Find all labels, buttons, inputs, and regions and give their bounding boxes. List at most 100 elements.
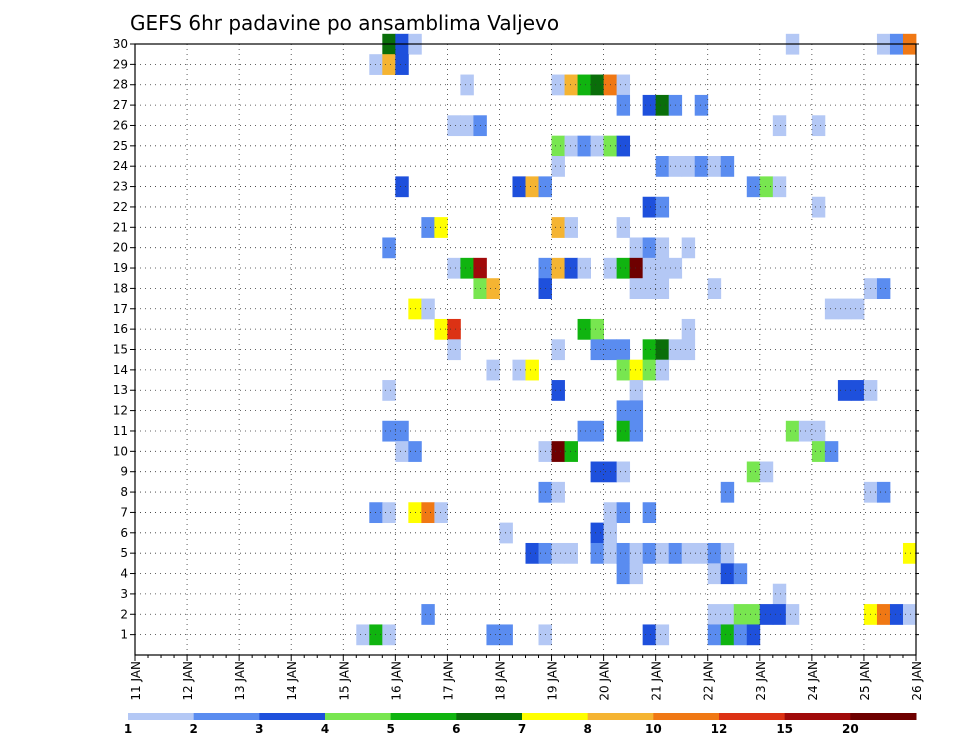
heatmap-cell	[655, 278, 670, 299]
heatmap-cell	[551, 74, 565, 96]
heatmap-cell	[577, 318, 591, 340]
heatmap-cell	[421, 502, 435, 524]
y-tick-label: 22	[113, 200, 128, 214]
legend-tick-label: 12	[711, 722, 728, 736]
x-tick-label: 19 JAN	[546, 661, 560, 701]
heatmap-cell	[551, 135, 565, 157]
legend-swatch	[784, 713, 851, 720]
legend-tick-label: 8	[583, 722, 591, 736]
heatmap-cell	[720, 542, 735, 564]
heatmap-cell	[785, 420, 800, 442]
heatmap-cell	[551, 380, 565, 401]
heatmap-cell	[616, 542, 631, 564]
y-tick-label: 29	[113, 57, 128, 71]
heatmap-cell	[629, 359, 644, 381]
y-tick-label: 10	[113, 444, 128, 458]
heatmap-cell	[382, 502, 396, 524]
legend-swatch	[522, 713, 589, 720]
heatmap-cell	[655, 339, 670, 361]
heatmap-cell	[720, 563, 735, 585]
y-tick-label: 28	[113, 78, 128, 92]
heatmap-cell	[707, 542, 722, 564]
heatmap-cell	[616, 400, 631, 422]
y-tick-label: 21	[113, 220, 128, 234]
heatmap-cell	[460, 115, 474, 137]
y-tick-label: 23	[113, 180, 128, 194]
y-tick-label: 18	[113, 281, 128, 295]
heatmap-cell	[681, 156, 696, 177]
legend-swatch	[193, 713, 260, 720]
heatmap-cell	[876, 604, 891, 625]
heatmap-cell	[382, 420, 396, 442]
heatmap-cell	[746, 624, 761, 646]
legend-tick-label: 4	[321, 722, 329, 736]
heatmap-cell	[577, 135, 591, 157]
legend-swatch	[719, 713, 786, 720]
heatmap-cell	[876, 278, 891, 299]
legend-tick-label: 7	[518, 722, 526, 736]
heatmap-cell	[642, 339, 657, 361]
heatmap-cell	[642, 237, 657, 259]
heatmap-cell	[551, 257, 565, 279]
heatmap-cell	[512, 359, 526, 381]
y-tick-label: 30	[113, 37, 128, 51]
heatmap-cell	[720, 624, 735, 646]
heatmap-cell	[759, 604, 774, 625]
heatmap-cell	[785, 604, 800, 625]
heatmap-cell	[447, 115, 461, 137]
heatmap-cell	[564, 74, 578, 96]
heatmap-cell	[616, 94, 631, 116]
heatmap-cell	[837, 380, 852, 401]
heatmap-cell	[577, 74, 591, 96]
heatmap-cell	[655, 257, 670, 279]
heatmap-cell	[681, 339, 696, 361]
y-tick-label: 4	[120, 567, 128, 581]
x-tick-label: 26 JAN	[910, 661, 924, 701]
heatmap-cell	[434, 318, 448, 340]
heatmap-cell	[590, 420, 604, 442]
heatmap-cell	[694, 156, 709, 177]
heatmap-cell	[629, 278, 644, 299]
heatmap-cell	[499, 522, 513, 544]
heatmap-cell	[629, 563, 644, 585]
heatmap-cell	[642, 94, 657, 116]
heatmap-cell	[707, 624, 722, 646]
y-tick-label: 16	[113, 322, 128, 336]
y-axis-ticks: 1234567891011121314151617181920212223242…	[113, 37, 919, 642]
heatmap-cell	[655, 196, 670, 218]
x-tick-label: 22 JAN	[702, 661, 716, 701]
heatmap-cell	[681, 318, 696, 340]
heatmap-cell	[707, 563, 722, 585]
heatmap-cell	[655, 542, 670, 564]
heatmap-cell	[577, 257, 591, 279]
heatmap-cell	[629, 420, 644, 442]
heatmap-cell	[551, 156, 565, 177]
color-legend: 1 2 3 4 5 6 7 8 10 12 15 20	[124, 713, 917, 736]
heatmap-cell	[889, 604, 904, 625]
y-tick-label: 6	[120, 526, 128, 540]
grid-lines	[135, 44, 916, 655]
legend-tick-label: 2	[189, 722, 197, 736]
heatmap-cell	[629, 257, 644, 279]
heatmap-cell	[356, 624, 370, 646]
heatmap-cell	[564, 441, 578, 462]
heatmap-cell	[395, 441, 409, 462]
heatmap-cell	[616, 74, 631, 96]
heatmap-cell	[655, 359, 670, 381]
heatmap-cell	[746, 176, 761, 198]
heatmap-cell	[421, 604, 435, 625]
heatmap-cell	[642, 278, 657, 299]
heatmap-cell	[564, 542, 578, 564]
heatmap-cell	[629, 400, 644, 422]
heatmap-cell	[369, 624, 383, 646]
heatmap-cell	[824, 298, 839, 320]
heatmap-cell	[642, 257, 657, 279]
y-tick-label: 14	[113, 363, 128, 377]
heatmap-cell	[525, 176, 539, 198]
heatmap-cell	[746, 604, 761, 625]
heatmap-cell	[850, 380, 865, 401]
y-tick-label: 15	[113, 343, 128, 357]
legend-swatch	[325, 713, 392, 720]
heatmap-cell	[590, 542, 604, 564]
